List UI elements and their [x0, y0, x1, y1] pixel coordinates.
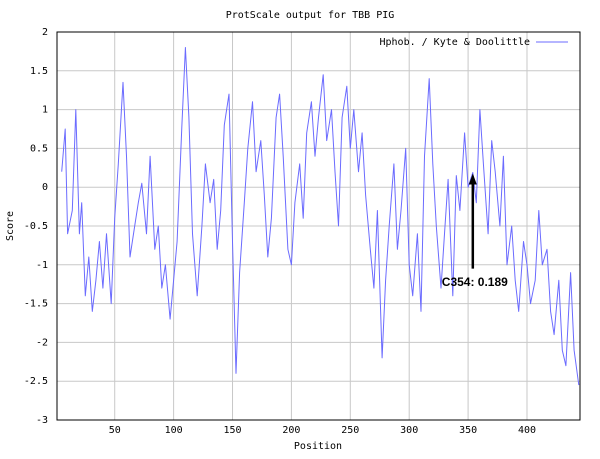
plot-frame	[56, 31, 581, 421]
legend-label: Hphob. / Kyte & Doolittle	[379, 37, 530, 48]
y-tick-label: 1.5	[30, 66, 48, 77]
y-tick-label: -3	[36, 415, 48, 426]
y-tick-label: -1.5	[24, 299, 48, 310]
grid	[57, 31, 580, 421]
x-tick-label: 300	[400, 425, 418, 436]
x-axis-ticks: 50 100 150 200 250 300 350 400	[109, 425, 536, 436]
y-tick-label: -2.5	[24, 376, 48, 387]
series-layer	[61, 47, 580, 386]
x-tick-label: 200	[282, 425, 300, 436]
y-tick-label: -1	[36, 260, 48, 271]
y-tick-label: -0.5	[24, 221, 48, 232]
annotation-label: C354: 0.189	[442, 275, 508, 289]
x-tick-label: 250	[341, 425, 359, 436]
chart-title: ProtScale output for TBB PIG	[226, 10, 395, 21]
y-tick-label: 0	[42, 182, 48, 193]
annotation-arrow-head	[468, 173, 477, 185]
x-tick-label: 50	[109, 425, 121, 436]
x-tick-label: 100	[165, 425, 183, 436]
y-axis-ticks: -3 -2.5 -2 -1.5 -1 -0.5 0 0.5 1 1.5 2	[24, 27, 48, 426]
x-axis-title: Position	[294, 441, 342, 452]
y-tick-label: 2	[42, 27, 48, 38]
legend: Hphob. / Kyte & Doolittle	[379, 37, 568, 48]
y-tick-label: 0.5	[30, 143, 48, 154]
x-tick-label: 150	[223, 425, 241, 436]
y-axis-title: Score	[5, 211, 16, 241]
annotation: C354: 0.189	[442, 173, 508, 289]
x-tick-label: 400	[518, 425, 536, 436]
series-line	[61, 47, 580, 386]
x-tick-label: 350	[459, 425, 477, 436]
y-tick-label: -2	[36, 337, 48, 348]
y-tick-label: 1	[42, 105, 48, 116]
